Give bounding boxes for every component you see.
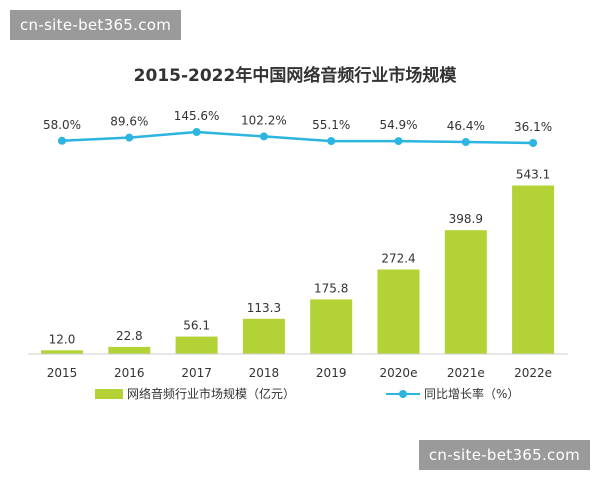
bar-label-2017: 56.1 [183,319,210,333]
growth-point-2022e [529,139,538,147]
bar-label-2015: 12.0 [49,332,76,346]
growth-point-2017 [192,128,201,136]
bar-label-2016: 22.8 [116,329,143,343]
bar-label-2021e: 398.9 [449,212,483,226]
growth-label-2018: 102.2% [241,113,287,127]
growth-point-2020e [394,137,403,146]
growth-point-2019 [327,137,336,146]
watermark-top: cn-site-bet365.com [10,10,182,40]
growth-label-2021e: 46.4% [447,119,485,133]
growth-point-2018 [259,132,268,141]
bar-2017 [175,336,218,354]
growth-label-2022e: 36.1% [514,120,552,134]
growth-label-2015: 58.0% [43,118,81,132]
bar-label-2022e: 543.1 [516,168,550,182]
growth-rate-line [61,130,534,145]
bar-2016 [108,346,151,354]
bar-label-2020e: 272.4 [381,252,415,266]
growth-label-2020e: 54.9% [379,118,417,132]
bar-2015 [41,350,83,354]
x-tick-2015: 2015 [47,366,78,380]
bar-2019 [310,299,353,354]
legend-swatch-market-size [95,389,123,399]
market-size-series: 12.0 22.8 56.1 113.3 175.8 272.4 398.9 543.1 [41,168,555,354]
x-axis-tick-labels: 2015 2016 2017 2018 2019 2020e 2021e 2022e [47,366,552,380]
bar-label-2019: 175.8 [314,281,348,295]
x-tick-2017: 2017 [181,366,212,380]
growth-label-2017: 145.6% [174,109,220,123]
growth-label-2016: 89.6% [110,115,148,129]
bar-label-2018: 113.3 [247,301,281,315]
bar-2022e [512,185,555,354]
bar-2020e [377,269,420,354]
legend-marker-growth-rate [399,390,407,398]
x-tick-2021e: 2021e [447,366,485,380]
legend-label-growth-rate: 同比增长率（%） [424,386,519,401]
chart-title: 2015-2022年中国网络音频行业市场规模 [134,65,458,86]
growth-point-2021e [461,138,470,146]
bar-2018 [242,318,285,354]
legend-label-market-size: 网络音频行业市场规模（亿元） [127,386,295,401]
x-tick-2019: 2019 [316,366,347,380]
x-tick-2016: 2016 [114,366,145,380]
growth-label-2019: 55.1% [312,118,350,132]
growth-rate-series: 58.0% 89.6% 145.6% 102.2% 55.1% 54.9% 46.4% 36.… [43,109,552,147]
growth-point-2015 [58,136,66,145]
x-tick-2020e: 2020e [380,366,418,380]
x-tick-2018: 2018 [249,366,280,380]
legend: 网络音频行业市场规模（亿元） 同比增长率（%） [95,386,519,401]
watermark-bottom: cn-site-bet365.com [418,440,590,470]
bar-2021e [444,230,487,354]
x-tick-2022e: 2022e [514,366,552,380]
growth-point-2016 [125,133,134,142]
